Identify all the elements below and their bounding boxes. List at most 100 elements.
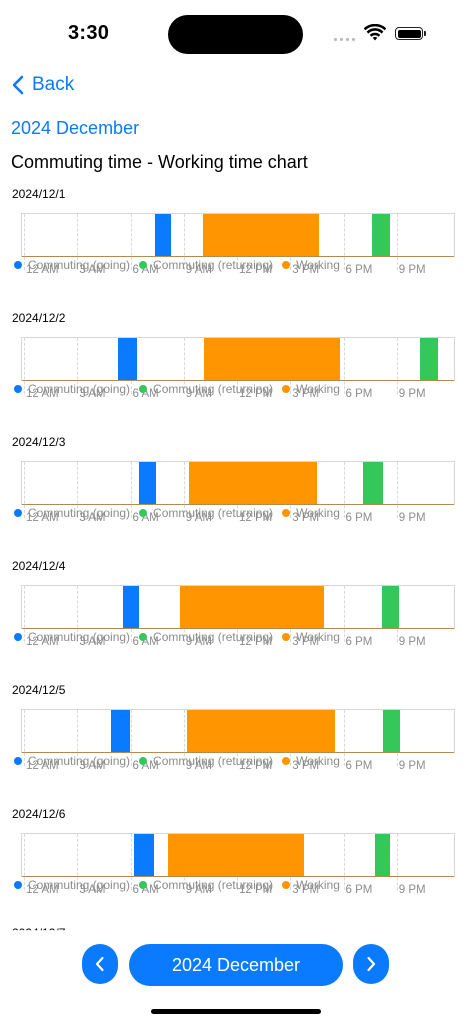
legend-label: Commuting (going) <box>28 506 131 520</box>
segment-commuting-returning <box>383 710 401 752</box>
legend-dot-icon <box>139 261 148 269</box>
gridline <box>24 710 25 766</box>
x-tick-label: 12 PM <box>239 512 273 524</box>
gridline <box>24 214 25 270</box>
x-tick-label: 6 PM <box>345 388 373 400</box>
x-tick-label: 12 AM <box>26 388 59 400</box>
segment-commuting-going <box>122 586 140 628</box>
day-chart: 2024/12/2 12 AM 3 AM 6 AM 9 AM 12 PM 3 PM 6 PM 9… <box>0 311 471 435</box>
segment-working <box>167 834 305 876</box>
x-tick-label: 12 PM <box>239 884 273 896</box>
x-tick-label: 3 AM <box>79 760 106 772</box>
x-tick-label: 3 PM <box>292 636 320 648</box>
x-tick-label: 12 AM <box>26 884 59 896</box>
day-plot-area: 12 AM 3 AM 6 AM 9 AM 12 PM 3 PM 6 PM 9 PM <box>21 213 455 276</box>
x-tick-label: 3 PM <box>292 388 320 400</box>
partial-day-label: 2024/12/7 <box>12 926 66 940</box>
chevron-left-icon <box>12 75 24 95</box>
chart-legend: Commuting (going) Commuting (returning) Wo… <box>14 258 349 272</box>
cellular-signal-icon <box>334 38 355 41</box>
legend-item: Working <box>282 382 340 396</box>
status-time: 3:30 <box>68 22 110 44</box>
previous-month-button[interactable] <box>82 944 118 984</box>
x-tick-label: 6 PM <box>345 512 373 524</box>
current-month-button[interactable]: 2024 December <box>129 944 343 986</box>
x-axis-baseline <box>22 504 454 505</box>
legend-item: Commuting (returning) <box>139 258 273 272</box>
legend-label: Commuting (going) <box>28 258 131 272</box>
x-tick-label: 12 PM <box>239 636 273 648</box>
gridline <box>343 462 345 518</box>
x-tick-label: 3 PM <box>292 264 320 276</box>
x-tick-label: 12 PM <box>239 264 273 276</box>
legend-label: Commuting (going) <box>28 754 131 768</box>
legend-dot-icon <box>14 385 22 393</box>
x-tick-label: 9 AM <box>185 884 212 896</box>
chart-legend: Commuting (going) Commuting (returning) Wo… <box>14 754 349 768</box>
day-chart: 2024/12/4 12 AM 3 AM 6 AM 9 AM 12 PM 3 PM 6 PM 9… <box>0 559 471 683</box>
day-chart: 2024/12/3 12 AM 3 AM 6 AM 9 AM 12 PM 3 PM 6 PM 9… <box>0 435 471 559</box>
legend-dot-icon <box>14 261 22 269</box>
legend-dot-icon <box>139 385 148 393</box>
gridline <box>77 338 79 394</box>
segment-working <box>204 338 340 380</box>
legend-dot-icon <box>282 757 291 765</box>
x-tick-label: 12 AM <box>26 264 59 276</box>
gridline <box>130 214 132 270</box>
segment-working <box>187 710 335 752</box>
legend-label: Commuting (returning) <box>153 382 274 396</box>
segment-commuting-going <box>110 710 131 752</box>
gridline <box>77 462 79 518</box>
x-tick-label: 6 PM <box>345 264 373 276</box>
next-month-button[interactable] <box>353 944 389 984</box>
gridline <box>396 214 398 270</box>
gridline <box>183 462 185 518</box>
x-tick-label: 9 AM <box>185 512 212 524</box>
legend-dot-icon <box>139 757 148 765</box>
back-button[interactable]: Back <box>12 70 74 100</box>
x-axis-baseline <box>22 876 454 877</box>
gridline <box>77 834 79 890</box>
dynamic-island <box>168 15 303 54</box>
gridline <box>343 710 345 766</box>
x-tick-label: 3 AM <box>79 512 106 524</box>
legend-dot-icon <box>282 509 291 517</box>
legend-item: Commuting (going) <box>14 878 130 892</box>
legend-dot-icon <box>139 633 148 641</box>
segment-commuting-going <box>118 338 137 380</box>
chart-legend: Commuting (going) Commuting (returning) Wo… <box>14 506 349 520</box>
segment-commuting-going <box>139 462 157 504</box>
legend-label: Commuting (going) <box>28 878 131 892</box>
x-tick-label: 9 PM <box>398 884 426 896</box>
x-tick-label: 9 AM <box>185 636 212 648</box>
gridline <box>24 338 25 394</box>
x-tick-label: 12 AM <box>26 760 59 772</box>
gridline <box>130 710 132 766</box>
battery-icon <box>395 27 423 40</box>
legend-item: Commuting (going) <box>14 258 130 272</box>
status-bar: 3:30 <box>0 0 471 70</box>
gridline <box>24 586 25 642</box>
x-tick-label: 9 AM <box>185 760 212 772</box>
gridline <box>183 710 185 766</box>
segment-commuting-returning <box>419 338 439 380</box>
x-tick-label: 9 PM <box>398 636 426 648</box>
chart-legend: Commuting (going) Commuting (returning) Wo… <box>14 630 349 644</box>
gridline <box>396 462 398 518</box>
segment-commuting-returning <box>371 214 390 256</box>
day-plot-area: 12 AM 3 AM 6 AM 9 AM 12 PM 3 PM 6 PM 9 PM <box>21 461 455 524</box>
legend-label: Commuting (returning) <box>153 258 274 272</box>
wifi-icon <box>364 24 386 41</box>
day-date-label: 2024/12/5 <box>12 683 66 697</box>
legend-label: Commuting (returning) <box>153 506 274 520</box>
legend-item: Commuting (returning) <box>139 382 273 396</box>
segment-commuting-returning <box>375 834 390 876</box>
x-tick-label: 3 PM <box>292 884 320 896</box>
x-tick-label: 3 AM <box>79 884 106 896</box>
gridline <box>130 462 132 518</box>
legend-item: Working <box>282 878 340 892</box>
legend-dot-icon <box>282 261 291 269</box>
day-date-label: 2024/12/4 <box>12 559 66 573</box>
segment-working <box>189 462 317 504</box>
